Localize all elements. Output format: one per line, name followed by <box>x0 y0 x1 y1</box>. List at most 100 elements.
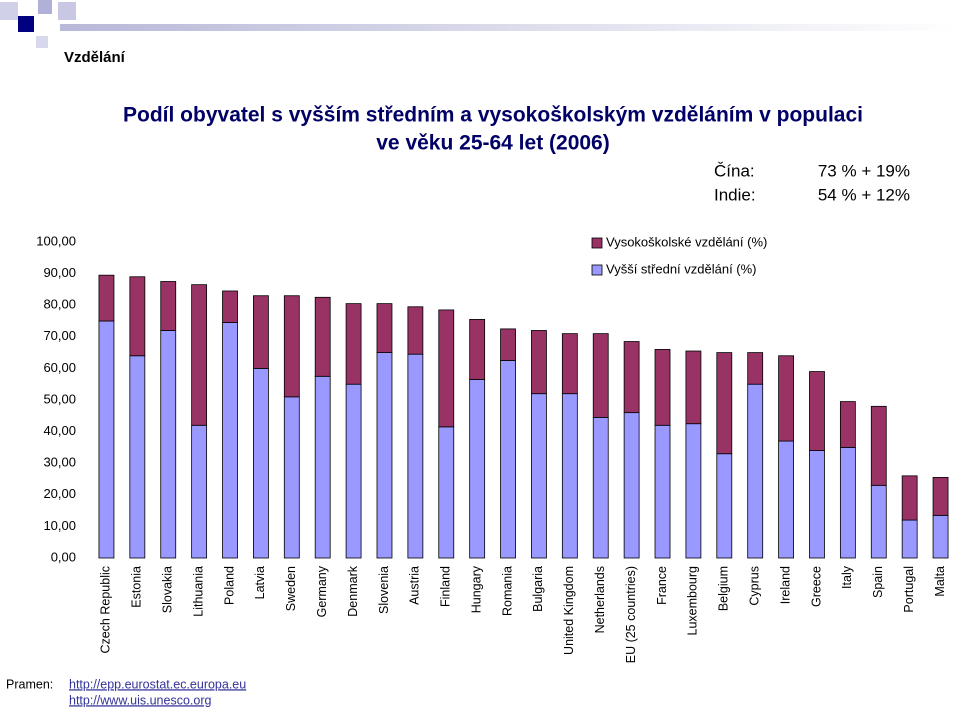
bar-segment <box>654 349 671 426</box>
bar-segment <box>901 475 918 521</box>
y-tick-label: 90,00 <box>43 265 76 280</box>
source-link[interactable]: http://www.uis.unesco.org <box>69 693 211 707</box>
y-tick-label: 10,00 <box>43 518 76 533</box>
legend-label: Vysokoškolské vzdělání (%) <box>606 234 767 249</box>
y-tick-label: 0,00 <box>51 549 76 564</box>
source-link[interactable]: http://epp.eurostat.ec.europa.eu <box>69 677 246 691</box>
bar-segment <box>623 341 640 414</box>
section-title: Vzdělání <box>64 49 126 66</box>
bar-segment <box>129 355 146 559</box>
y-tick-label: 70,00 <box>43 328 76 343</box>
x-tick-label: Luxembourg <box>686 566 700 636</box>
bar-segment <box>685 350 702 425</box>
bar-segment <box>222 322 238 559</box>
bar-segment <box>438 426 455 559</box>
bar-segment <box>747 352 764 385</box>
x-tick-label: Romania <box>500 566 514 616</box>
x-tick-label: Czech Republic <box>99 566 113 654</box>
annotation-value: 54 % + 12% <box>818 185 910 204</box>
y-tick-label: 60,00 <box>43 360 76 375</box>
x-tick-label: Netherlands <box>593 566 607 633</box>
x-tick-label: Bulgaria <box>531 566 545 612</box>
y-tick-label: 80,00 <box>43 297 76 312</box>
bar-segment <box>809 450 825 559</box>
bar-segment <box>654 424 671 559</box>
x-tick-label: Spain <box>871 566 885 598</box>
header-bar <box>60 24 960 31</box>
x-tick-label: Malta <box>933 566 947 597</box>
x-tick-label: Poland <box>222 566 236 605</box>
x-tick-label: Estonia <box>130 566 144 608</box>
bar-segment <box>253 367 269 559</box>
decor <box>58 2 76 20</box>
bar-segment <box>561 333 578 395</box>
x-tick-label: Hungary <box>469 565 483 613</box>
x-tick-label: Austria <box>408 566 422 605</box>
bar-segment <box>592 416 609 559</box>
bar-segment <box>685 423 702 559</box>
x-tick-label: Slovenia <box>377 566 391 614</box>
x-tick-label: Belgium <box>717 566 731 611</box>
bar-segment <box>469 379 486 559</box>
legend-swatch <box>591 264 603 276</box>
bar-segment <box>778 355 794 442</box>
bar-segment <box>500 328 516 361</box>
x-tick-label: Germany <box>315 565 329 617</box>
x-tick-label: Ireland <box>778 566 792 604</box>
bar-segment <box>253 295 269 369</box>
bar-segment <box>531 330 547 395</box>
y-tick-label: 50,00 <box>43 391 76 406</box>
legend-swatch <box>591 237 603 249</box>
bar-segment <box>839 446 856 559</box>
bar-segment <box>623 412 640 559</box>
decor <box>0 2 18 20</box>
decor <box>38 0 52 14</box>
bar-segment <box>901 519 918 559</box>
bar-segment <box>345 383 362 559</box>
bar-segment <box>592 333 609 418</box>
bar-segment <box>376 303 393 353</box>
bar-segment <box>932 514 949 559</box>
annotation-label: Čína: <box>714 161 755 180</box>
decor <box>18 16 34 32</box>
bar-segment <box>191 424 208 559</box>
x-tick-label: United Kingdom <box>562 566 576 655</box>
title: Podíl obyvatel s vyšším středním a vysok… <box>123 104 863 127</box>
bar-segment <box>469 319 486 380</box>
x-tick-label: Sweden <box>284 566 298 611</box>
bar-segment <box>716 453 733 559</box>
bar-segment <box>314 296 331 377</box>
source-label: Pramen: <box>6 677 53 691</box>
x-tick-label: Denmark <box>346 565 360 616</box>
x-tick-label: Lithuania <box>191 566 205 617</box>
bar-segment <box>561 393 578 559</box>
annotation-label: Indie: <box>714 185 756 204</box>
bar-segment <box>222 290 238 323</box>
annotation-value: 73 % + 19% <box>818 161 910 180</box>
bar-segment <box>747 383 764 559</box>
decor <box>36 36 48 48</box>
y-tick-label: 30,00 <box>43 455 76 470</box>
bar-segment <box>809 371 825 451</box>
bar-segment <box>376 352 393 559</box>
bar-segment <box>345 303 362 385</box>
y-tick-label: 100,00 <box>36 233 76 248</box>
bar-segment <box>283 295 300 398</box>
bar-segment <box>531 393 547 559</box>
x-tick-label: Finland <box>439 566 453 607</box>
title: ve věku 25-64 let (2006) <box>376 132 609 155</box>
bar-segment <box>839 401 856 448</box>
bar-segment <box>283 396 300 559</box>
x-tick-label: Greece <box>809 566 823 607</box>
bar-segment <box>98 274 115 322</box>
bar-segment <box>778 440 794 559</box>
bar-segment <box>160 330 177 559</box>
bar-segment <box>932 477 949 516</box>
bar-segment <box>870 405 887 486</box>
bar-segment <box>191 284 208 426</box>
x-tick-label: EU (25 countries) <box>624 566 638 663</box>
y-tick-label: 20,00 <box>43 486 76 501</box>
x-tick-label: Latvia <box>253 566 267 599</box>
bar-segment <box>98 320 115 559</box>
